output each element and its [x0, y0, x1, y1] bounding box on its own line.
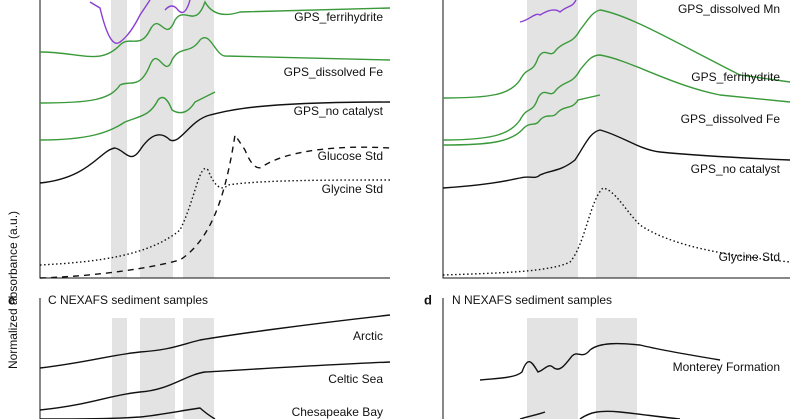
- curves-c: [39, 314, 391, 419]
- y-axis-label: Normalized absorbance (a.u.): [6, 211, 20, 369]
- curve-label: GPS_dissolved Fe: [681, 112, 781, 126]
- curve-label: GPS_no catalyst: [691, 162, 781, 176]
- curve-label: GPS_dissolved Mn: [678, 2, 780, 16]
- panel-title: C NEXAFS sediment samples: [48, 293, 208, 307]
- curve-label: Chesapeake Bay: [292, 405, 383, 419]
- curve-label: GPS_no catalyst: [294, 104, 384, 118]
- curve-label: Arctic: [353, 329, 383, 343]
- curve-label: Glycine Std: [719, 250, 780, 264]
- curve-label: Monterey Formation: [673, 360, 780, 374]
- panel-letter: d: [424, 292, 432, 307]
- curve-label: GPS_dissolved Fe: [284, 65, 384, 79]
- curves-b: [442, 0, 791, 276]
- curve-label: Glycine Std: [322, 182, 383, 196]
- panel-letter: c: [8, 292, 15, 307]
- curves-a: [39, 0, 391, 279]
- curve-label: GPS_ferrihydrite: [294, 10, 383, 24]
- curve-label: GPS_ferrihydrite: [691, 70, 780, 84]
- curve-label: Glucose Std: [318, 149, 383, 163]
- curve-label: Celtic Sea: [328, 372, 383, 386]
- panel-title: N NEXAFS sediment samples: [452, 293, 612, 307]
- bands: [111, 0, 637, 419]
- curves-d: [479, 342, 721, 419]
